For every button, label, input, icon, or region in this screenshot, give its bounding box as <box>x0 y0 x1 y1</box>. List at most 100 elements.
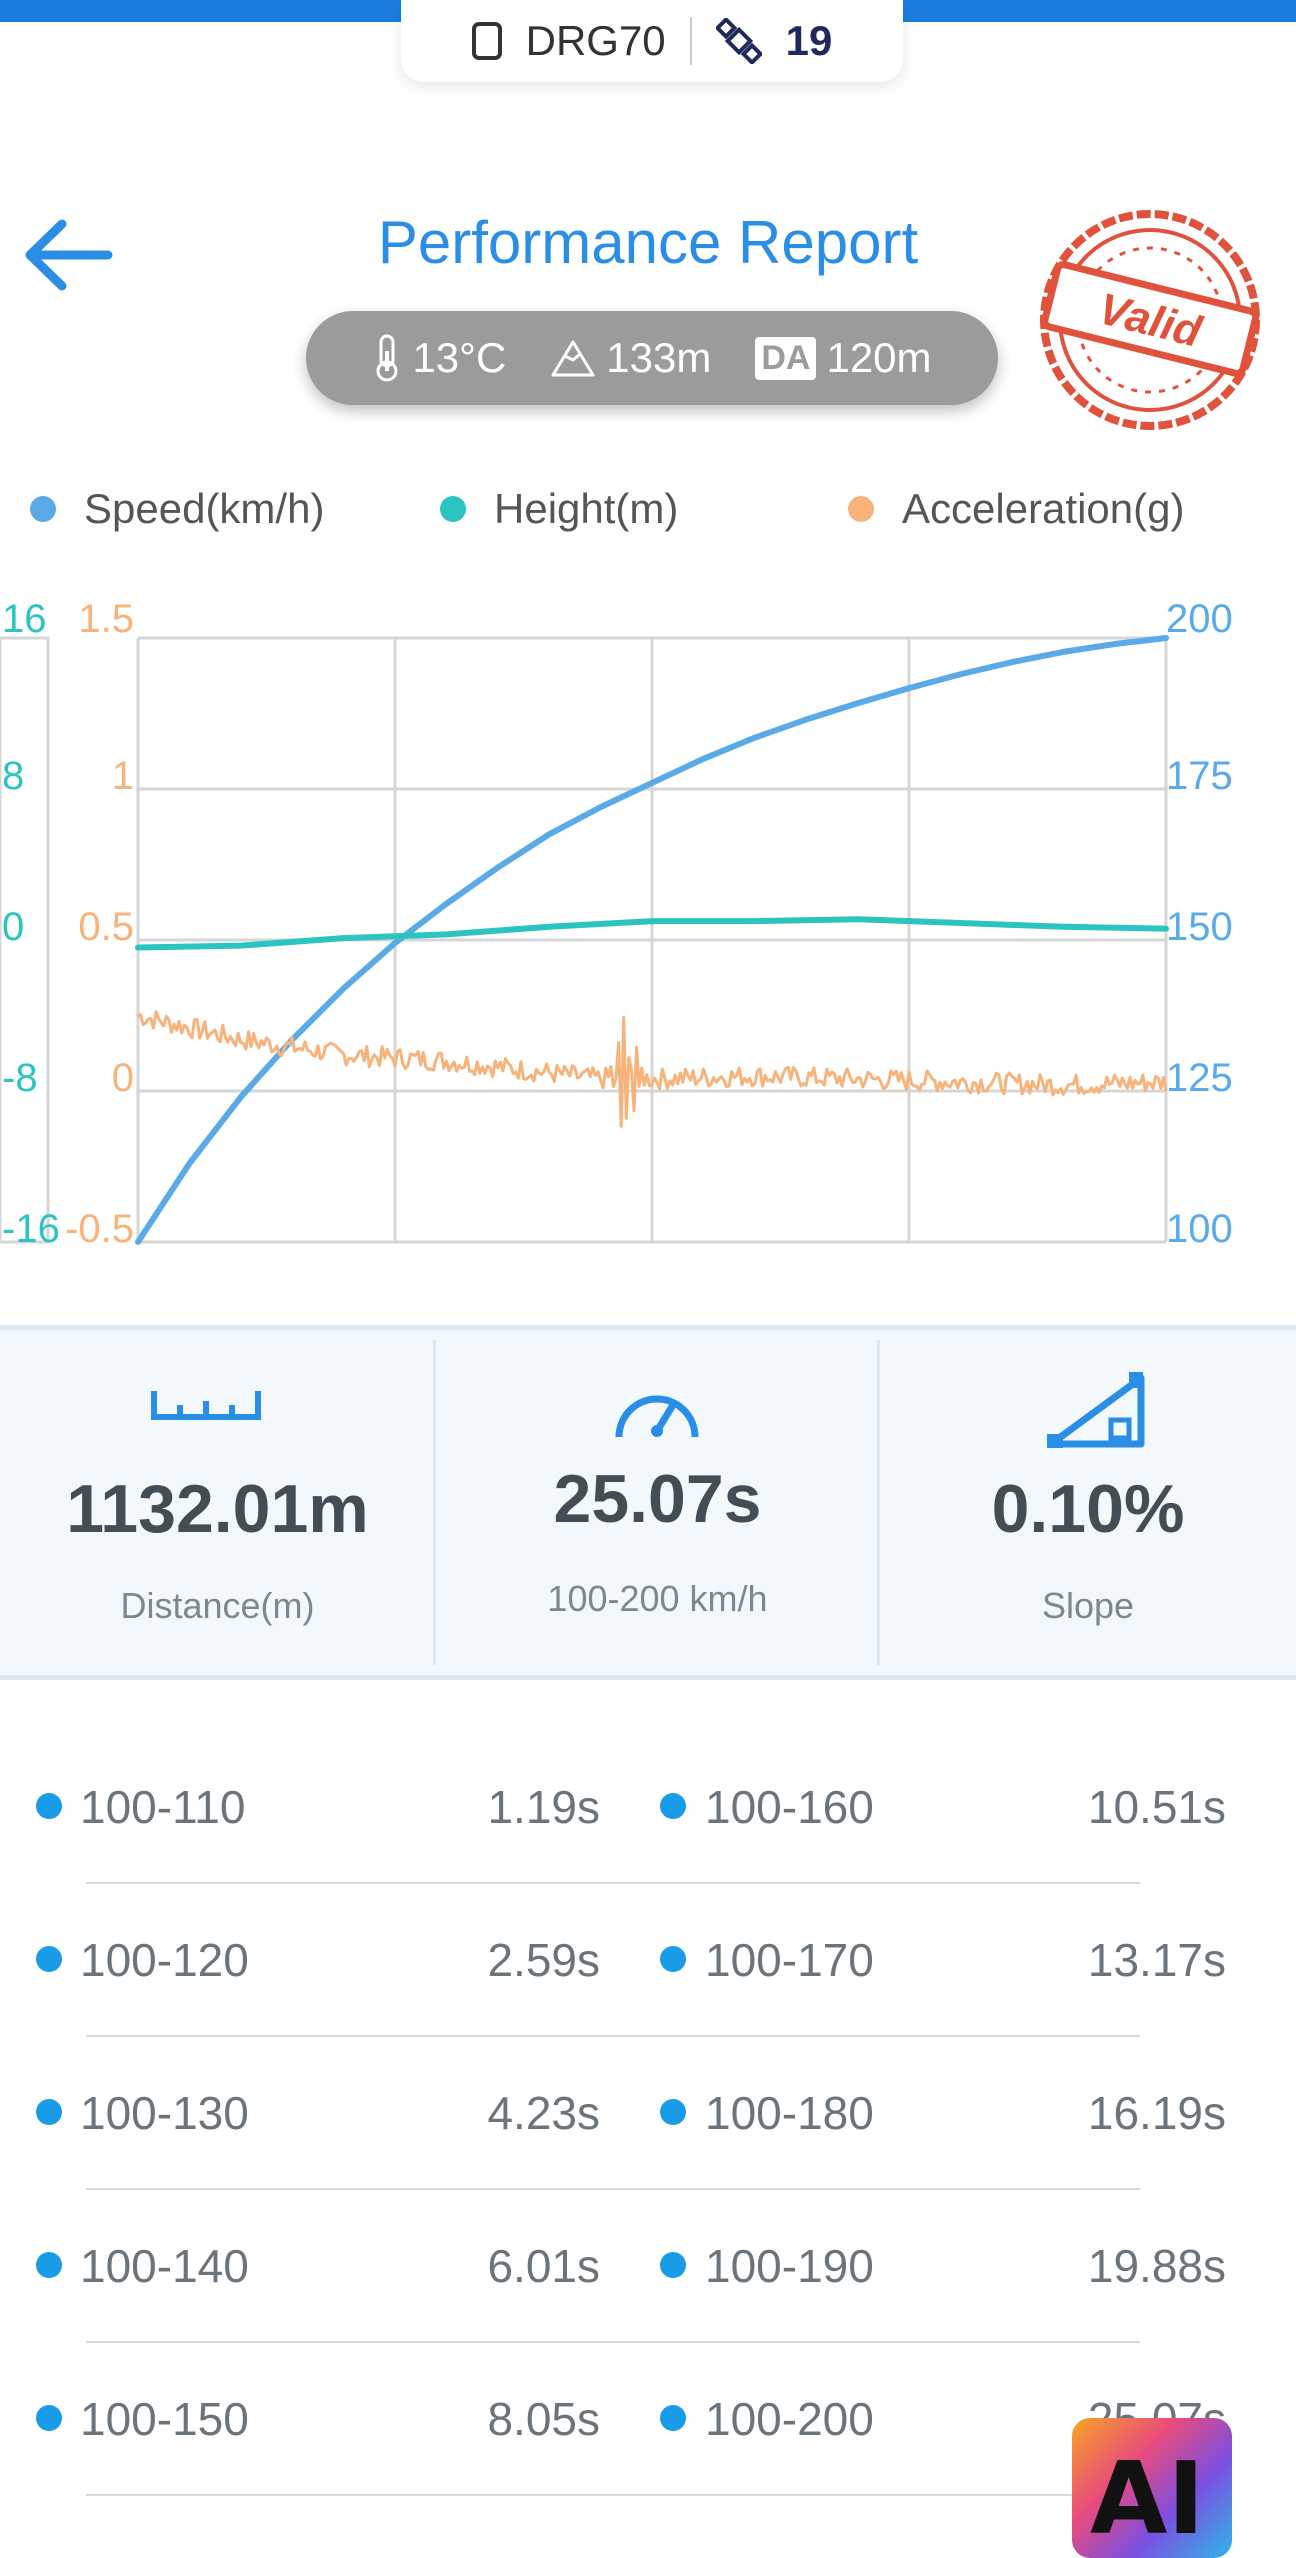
divider <box>689 17 692 65</box>
split-label: 100-120 <box>80 1934 249 1986</box>
stat-label: 100-200 km/h <box>547 1578 768 1619</box>
stat-label: Distance(m) <box>120 1585 315 1626</box>
speed-axis-tick: 100 <box>1166 1207 1233 1251</box>
divider <box>433 1340 436 1665</box>
bullet-dot <box>36 2405 62 2431</box>
stat-label: Slope <box>1041 1585 1135 1626</box>
legend-dot <box>30 496 56 522</box>
split-value: 13.17s <box>1087 1934 1226 1986</box>
legend-label: Acceleration(g) <box>902 485 1185 532</box>
split-label: 100-190 <box>705 2240 874 2292</box>
acceleration-axis-tick: -0.5 <box>65 1207 134 1251</box>
device-name: DRG70 <box>525 17 666 64</box>
legend-label: Height(m) <box>494 485 679 532</box>
height-series-line <box>135 916 1169 951</box>
bullet-dot <box>660 1793 686 1819</box>
split-row: 100-130 4.23s 100-180 16.19s <box>0 2026 1296 2190</box>
bullet-dot <box>660 1946 686 1972</box>
row-divider <box>86 1882 1140 1884</box>
height-axis-tick: -8 <box>2 1056 38 1100</box>
ruler-icon <box>151 1391 261 1420</box>
split-row: 100-110 1.19s 100-160 10.51s <box>0 1720 1296 1884</box>
altitude-value: 133m <box>606 334 712 381</box>
height-axis-tick: -16 <box>2 1207 60 1251</box>
slope-icon <box>1047 1372 1145 1448</box>
mountain-icon <box>551 340 595 377</box>
split-label: 100-110 <box>80 1781 246 1833</box>
bullet-dot <box>36 2252 62 2278</box>
speed-axis-tick: 125 <box>1166 1056 1233 1100</box>
speed-axis-tick: 200 <box>1166 597 1233 641</box>
satellite-count: 19 <box>785 17 833 64</box>
bullet-dot <box>660 2405 686 2431</box>
split-label: 100-170 <box>705 1934 874 1986</box>
row-divider <box>86 2494 1140 2496</box>
height-axis-tick: 0 <box>2 905 24 949</box>
row-divider <box>86 2035 1140 2037</box>
split-value: 8.05s <box>487 2393 600 2445</box>
temperature-value: 13°C <box>412 334 507 381</box>
satellite-icon <box>715 18 762 64</box>
split-label: 100-200 <box>705 2393 874 2445</box>
bullet-dot <box>36 1793 62 1819</box>
height-axis-frame <box>0 636 50 1244</box>
height-axis-tick: 16 <box>2 597 47 641</box>
speed-axis-tick: 150 <box>1166 905 1233 949</box>
valid-stamp: Valid <box>1040 210 1260 430</box>
split-row: 100-120 2.59s 100-170 13.17s <box>0 1873 1296 2037</box>
acceleration-axis-tick: 0 <box>112 1056 134 1100</box>
acceleration-series-line <box>136 1010 1168 1128</box>
performance-chart: 16 8 0 -8 -16 1.5 1 0.5 0 -0.5 200 175 150 125 100 <box>0 597 1233 1251</box>
split-value: 10.51s <box>1087 1781 1226 1833</box>
acceleration-axis-tick: 0.5 <box>78 905 134 949</box>
split-label: 100-150 <box>80 2393 249 2445</box>
split-value: 6.01s <box>487 2240 600 2292</box>
ai-assistant-button[interactable]: AI <box>1072 2418 1232 2558</box>
stats-panel: 1132.01m Distance(m) 25.07s 100-200 km/h… <box>0 1325 1296 1680</box>
split-row: 100-140 6.01s 100-190 19.88s <box>0 2179 1296 2343</box>
back-button[interactable] <box>18 210 118 300</box>
bullet-dot <box>36 2099 62 2125</box>
device-pill[interactable]: DRG70 19 <box>401 0 903 82</box>
stat-value: 25.07s <box>553 1461 762 1537</box>
da-icon: DA <box>755 336 817 380</box>
legend-label: Speed(km/h) <box>84 485 325 532</box>
page-title: Performance Report <box>377 209 919 276</box>
legend-dot <box>440 496 466 522</box>
stat-slope: 0.10% Slope <box>880 1330 1296 1665</box>
legend-item-acceleration[interactable]: Acceleration(g) <box>848 485 1184 533</box>
split-value: 1.19s <box>487 1781 600 1833</box>
speed-series-line <box>135 635 1169 1245</box>
ai-badge-text: AI <box>1090 2440 1205 2557</box>
stat-value: 1132.01m <box>66 1471 369 1547</box>
split-label: 100-140 <box>80 2240 249 2292</box>
acceleration-axis-tick: 1 <box>112 754 134 798</box>
device-icon <box>471 22 502 60</box>
row-divider <box>86 2188 1140 2190</box>
row-divider <box>86 2341 1140 2343</box>
split-value: 19.88s <box>1087 2240 1226 2292</box>
split-value: 2.59s <box>487 1934 600 1986</box>
split-value: 4.23s <box>487 2087 600 2139</box>
legend-dot <box>848 496 874 522</box>
acceleration-axis-tick: 1.5 <box>78 597 134 641</box>
stat-time: 25.07s 100-200 km/h <box>436 1330 879 1665</box>
arrow-left-icon <box>25 219 113 291</box>
split-label: 100-130 <box>80 2087 249 2139</box>
speedometer-icon <box>615 1395 699 1438</box>
split-label: 100-160 <box>705 1781 874 1833</box>
divider <box>877 1340 880 1665</box>
legend-item-speed[interactable]: Speed(km/h) <box>30 485 324 533</box>
height-axis-tick: 8 <box>2 754 24 798</box>
bullet-dot <box>660 2099 686 2125</box>
thermometer-icon <box>376 334 398 382</box>
bullet-dot <box>660 2252 686 2278</box>
conditions-pill: 13°C 133m DA 120m <box>306 311 998 405</box>
split-value: 16.19s <box>1087 2087 1226 2139</box>
speed-axis-tick: 175 <box>1166 754 1233 798</box>
chart-legend: Speed(km/h) Height(m) Acceleration(g) <box>0 485 1296 545</box>
split-label: 100-180 <box>705 2087 874 2139</box>
legend-item-height[interactable]: Height(m) <box>440 485 678 533</box>
density-altitude-value: 120m <box>826 334 932 381</box>
stat-value: 0.10% <box>991 1471 1185 1547</box>
